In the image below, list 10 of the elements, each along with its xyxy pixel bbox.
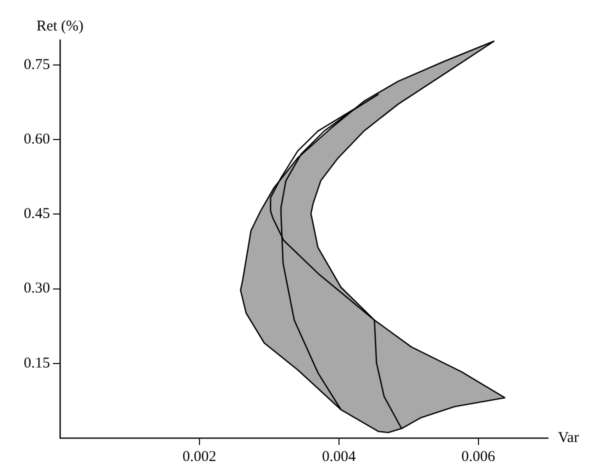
y-tick-label: 0.45 (24, 206, 50, 222)
y-tick-label: 0.30 (24, 280, 50, 297)
x-tick-label: 0.002 (182, 448, 216, 465)
y-tick-label: 0.15 (24, 355, 50, 372)
y-tick-label: 0.60 (24, 131, 50, 148)
x-tick-label: 0.004 (322, 448, 356, 465)
y-tick-label: 0.75 (24, 56, 50, 73)
y-axis-title: Ret (%) (36, 18, 84, 34)
x-tick-label: 0.006 (461, 448, 496, 465)
x-axis-title: Var (558, 430, 579, 446)
